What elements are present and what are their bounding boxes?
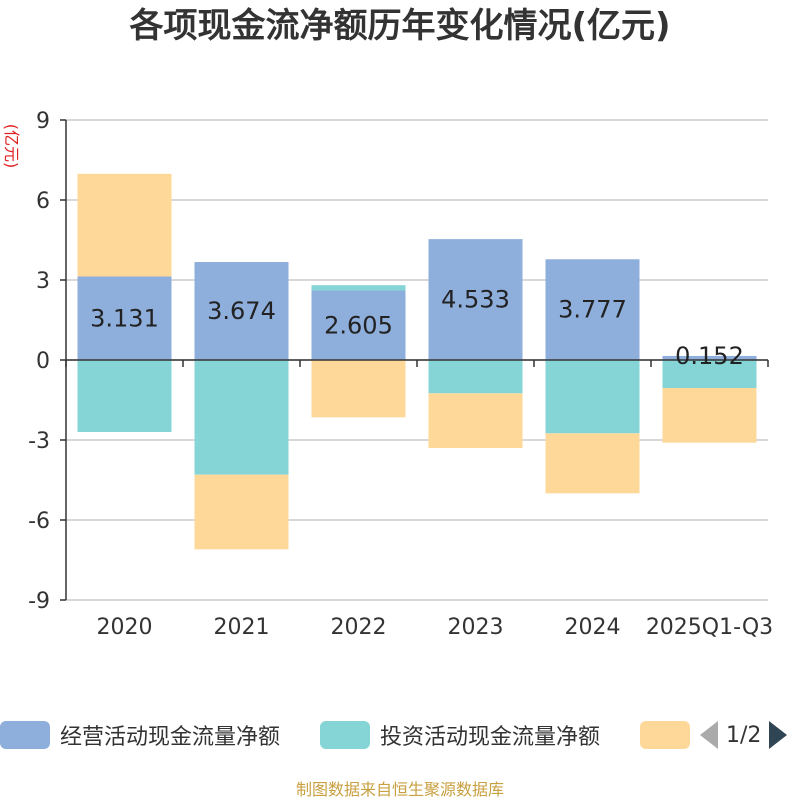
legend-swatch-investing xyxy=(320,721,370,749)
x-tick-label: 2023 xyxy=(448,615,504,640)
x-tick-label: 2021 xyxy=(214,615,270,640)
bar-operating xyxy=(428,239,523,360)
source-note: 制图数据来自恒生聚源数据库 xyxy=(295,780,504,799)
legend-item-financing[interactable] xyxy=(640,720,690,750)
y-tick-label: -3 xyxy=(28,429,50,454)
bar-financing xyxy=(545,433,640,494)
data-label: 3.777 xyxy=(558,296,627,324)
bar-investing xyxy=(545,360,640,434)
y-tick-label: 3 xyxy=(36,269,50,294)
bar-financing xyxy=(311,360,406,418)
legend-next-icon[interactable] xyxy=(769,721,788,749)
legend-page-indicator: 1/2 xyxy=(726,722,762,748)
data-label: 2.605 xyxy=(324,311,393,339)
legend-pager: 1/2 xyxy=(700,720,788,750)
legend: 经营活动现金流量净额 投资活动现金流量净额 1/2 xyxy=(0,716,800,756)
data-label: 3.674 xyxy=(207,297,276,325)
y-tick-label: -6 xyxy=(28,509,50,534)
bar-investing xyxy=(77,360,172,432)
x-tick-label: 2025Q1-Q3 xyxy=(646,615,773,640)
legend-label-operating: 经营活动现金流量净额 xyxy=(60,725,281,750)
bar-operating xyxy=(311,290,406,360)
bar-operating xyxy=(77,276,172,360)
bar-financing xyxy=(77,173,172,277)
bar-investing xyxy=(194,360,289,475)
legend-item-operating[interactable]: 经营活动现金流量净额 xyxy=(0,720,280,750)
data-label: 3.131 xyxy=(90,304,159,332)
y-tick-label: 9 xyxy=(36,109,50,134)
y-axis-label: (亿元) xyxy=(2,124,21,169)
chart-title: 各项现金流净额历年变化情况(亿元) xyxy=(129,6,671,46)
data-label: 0.152 xyxy=(675,342,744,370)
y-tick-label: 0 xyxy=(36,349,50,374)
y-tick-label: 6 xyxy=(36,189,50,214)
bar-investing xyxy=(662,360,757,388)
bar-financing xyxy=(428,393,523,448)
bar-operating xyxy=(545,259,640,360)
bar-financing xyxy=(194,474,289,550)
legend-item-investing[interactable]: 投资活动现金流量净额 xyxy=(320,720,600,750)
legend-swatch-operating xyxy=(0,721,50,749)
bar-investing xyxy=(428,360,523,394)
y-tick-label: -9 xyxy=(28,589,50,614)
bar-investing xyxy=(311,285,406,291)
legend-prev-icon[interactable] xyxy=(700,721,718,749)
legend-swatch-financing xyxy=(640,721,690,749)
legend-label-investing: 投资活动现金流量净额 xyxy=(380,725,601,750)
bar-operating xyxy=(194,262,289,360)
x-tick-label: 2022 xyxy=(331,615,387,640)
chart-canvas: 9 6 3 0 -3 -6 -9 (亿元) 3.131 3.674 2.605 4.533 3.777 0… xyxy=(2,109,773,640)
bar-financing xyxy=(662,388,757,443)
x-tick-label: 2020 xyxy=(97,615,153,640)
x-tick-label: 2024 xyxy=(565,615,621,640)
data-label: 4.533 xyxy=(441,286,510,314)
bar-operating xyxy=(662,355,757,360)
